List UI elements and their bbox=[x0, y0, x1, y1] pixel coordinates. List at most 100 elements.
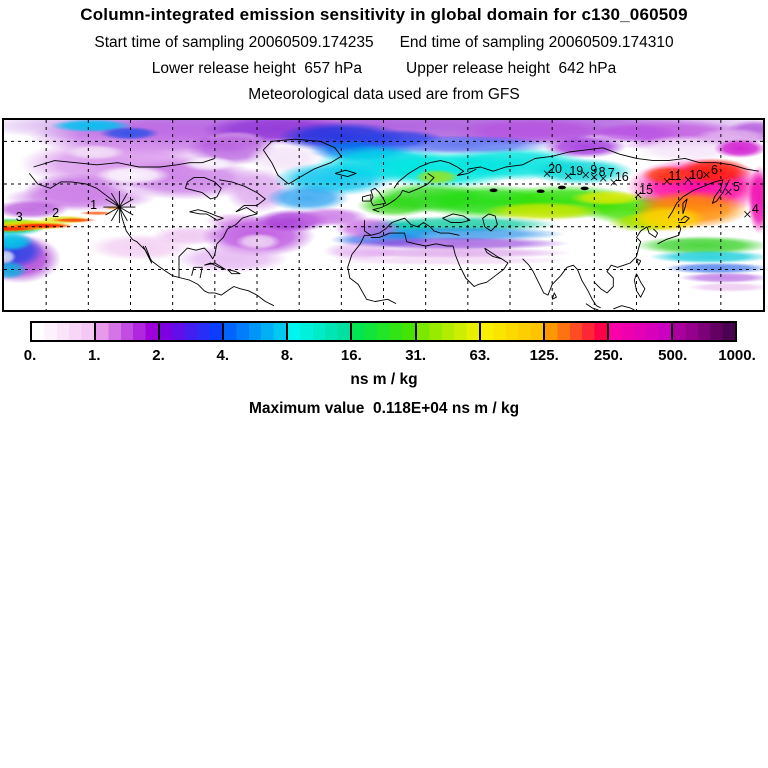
colorbar-segment bbox=[288, 323, 353, 340]
release-star-icon bbox=[105, 198, 134, 216]
colorbar-segment bbox=[160, 323, 225, 340]
colorbar-segment bbox=[416, 323, 481, 340]
colorbar-segment bbox=[672, 323, 736, 340]
coastline-path bbox=[633, 273, 646, 298]
map-overlay-svg bbox=[4, 120, 763, 310]
coastline-path bbox=[484, 247, 502, 260]
coastline-path bbox=[657, 224, 682, 245]
coastline-path bbox=[393, 160, 450, 189]
colorbar-tick-label: 0. bbox=[23, 347, 37, 364]
coastline-path bbox=[219, 179, 266, 213]
track-labels-layer: 1 2 3 4 5 6 10 11 15 16 7 8 9 19 20 bbox=[4, 120, 763, 310]
track-point-marker bbox=[582, 171, 590, 179]
coastline-path bbox=[577, 269, 601, 309]
colorbar-segment bbox=[480, 323, 545, 340]
max-value-label: Maximum value 0.118E+04 ns m / kg bbox=[248, 400, 520, 417]
coastline-path bbox=[262, 138, 342, 185]
track-point-marker bbox=[663, 177, 671, 185]
track-point-label: 11 bbox=[668, 169, 682, 184]
end-time-text: End time of sampling 20060509.174310 bbox=[399, 34, 674, 51]
colorbar-tick-label: 4. bbox=[216, 347, 230, 364]
colorbar-tick-label: 250. bbox=[593, 347, 624, 364]
coastline-path bbox=[452, 245, 509, 287]
coastline-path bbox=[636, 258, 642, 266]
coastline-path bbox=[482, 213, 498, 232]
coastline-path bbox=[408, 173, 435, 194]
track-point-marker bbox=[599, 175, 607, 182]
coastline-path bbox=[178, 207, 258, 278]
coastline-path bbox=[33, 157, 215, 168]
map-plot: 1 2 3 4 5 6 10 11 15 16 7 8 9 19 20 bbox=[2, 118, 765, 312]
start-time-text: Start time of sampling 20060509.174235 bbox=[94, 34, 374, 51]
lake-mark bbox=[489, 188, 498, 193]
coastline-path bbox=[334, 169, 357, 178]
colorbar-segment bbox=[608, 323, 673, 340]
coastline-path bbox=[204, 262, 226, 270]
coastline-path bbox=[191, 266, 203, 279]
colorbar-tick-label: 63. bbox=[469, 347, 491, 364]
colorbar-tick-label: 16. bbox=[340, 347, 362, 364]
track-point-marker bbox=[725, 188, 732, 196]
colorbar-tick-label: 1000. bbox=[718, 347, 756, 364]
coastline-path bbox=[467, 147, 759, 172]
coastline-path bbox=[364, 217, 460, 236]
colorbar-tick-label: 31. bbox=[405, 347, 427, 364]
coastline-path bbox=[678, 215, 690, 223]
lake-mark bbox=[557, 185, 566, 190]
coastline-path bbox=[585, 303, 599, 310]
met-source-text: Meteorological data used are from GFS bbox=[248, 86, 520, 103]
track-point-label: 4 bbox=[751, 202, 759, 217]
coastline-path bbox=[189, 209, 224, 221]
sensitivity-field-canvas bbox=[4, 120, 763, 310]
plot-title: Column-integrated emission sensitivity i… bbox=[80, 5, 688, 24]
track-point-marker bbox=[590, 173, 598, 181]
lake-mark bbox=[536, 189, 545, 194]
coastline-path bbox=[347, 234, 397, 305]
track-point-marker bbox=[684, 176, 692, 184]
units-label: ns m / kg bbox=[350, 371, 418, 388]
track-point-marker bbox=[543, 170, 551, 177]
coastline-path bbox=[613, 305, 635, 310]
track-point-label: 1 bbox=[90, 197, 98, 212]
release-heights-line: Lower release height 657 hPa Upper relea… bbox=[0, 60, 768, 78]
coastline-path bbox=[682, 198, 688, 215]
track-point-label: 15 bbox=[639, 182, 654, 197]
colorbar-tick-label: 125. bbox=[529, 347, 559, 364]
coastline-path bbox=[184, 177, 222, 200]
colorbar-wrap: 0. 1. 2. 4. 8. 16. 31. 63. 125. 250. 500. 1000. bbox=[24, 321, 756, 367]
lake-mark bbox=[580, 186, 589, 191]
coastline-path bbox=[227, 268, 241, 275]
track-point-marker bbox=[565, 172, 572, 180]
track-point-label: 16 bbox=[614, 170, 629, 185]
track-point-label: 2 bbox=[52, 205, 60, 220]
met-source-line: Meteorological data used are from GFS bbox=[0, 86, 768, 104]
coastline-path bbox=[593, 226, 648, 294]
track-point-label: 6 bbox=[710, 162, 718, 177]
coastline-path bbox=[370, 187, 387, 206]
track-point-label: 3 bbox=[15, 210, 23, 225]
track-point-label: 10 bbox=[689, 167, 704, 182]
colorbar-segment bbox=[224, 323, 289, 340]
track-point-label: 8 bbox=[598, 165, 606, 180]
track-point-label: 20 bbox=[548, 161, 562, 176]
track-point-marker bbox=[610, 179, 618, 186]
coastline-path bbox=[28, 173, 275, 307]
coastline-path bbox=[442, 213, 471, 223]
coastline-path bbox=[372, 189, 409, 213]
coastline-path bbox=[361, 194, 372, 202]
colorbar-segment bbox=[32, 323, 97, 340]
colorbar bbox=[30, 321, 737, 342]
track-point-marker bbox=[703, 171, 710, 179]
colorbar-segment bbox=[544, 323, 609, 340]
colorbar-segment bbox=[352, 323, 417, 340]
coastline-path bbox=[142, 245, 153, 264]
colorbar-tick-label: 1. bbox=[88, 347, 101, 364]
coastline-path bbox=[370, 232, 454, 247]
coastline-path bbox=[448, 162, 477, 176]
coastline-path bbox=[551, 292, 557, 300]
sampling-times-line: Start time of sampling 20060509.174235 E… bbox=[0, 34, 768, 52]
track-point-label: 5 bbox=[732, 179, 740, 194]
colorbar-tick-label: 2. bbox=[152, 347, 165, 364]
track-point-label: 19 bbox=[569, 163, 584, 178]
